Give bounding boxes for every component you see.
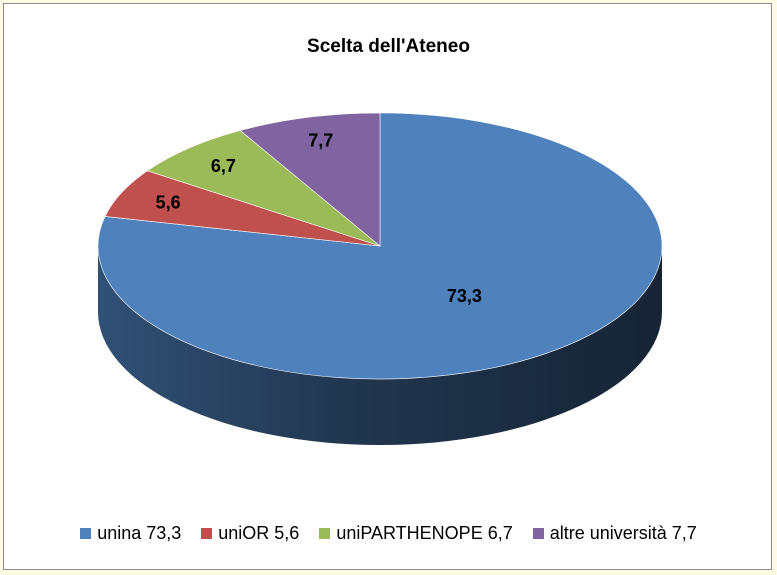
pie-slice-2 xyxy=(146,130,381,247)
data-label-1: 5,6 xyxy=(156,192,181,212)
legend-item-2: uniPARTHENOPE 6,7 xyxy=(319,523,513,544)
legend-label-0: unina 73,3 xyxy=(97,523,182,543)
legend-label-1: uniOR 5,6 xyxy=(218,523,300,543)
legend-label-3: altre università 7,7 xyxy=(549,523,697,543)
legend-item-1: uniOR 5,6 xyxy=(201,523,299,544)
data-label-2: 6,7 xyxy=(211,156,236,176)
legend-item-0: unina 73,3 xyxy=(80,523,181,544)
legend-swatch-0 xyxy=(80,528,92,539)
legend-swatch-3 xyxy=(532,528,544,539)
data-label-3: 7,7 xyxy=(308,131,333,151)
legend-swatch-1 xyxy=(201,528,213,539)
data-label-0: 73,3 xyxy=(447,286,482,306)
pie-side-0 xyxy=(98,246,662,445)
chart-title: Scelta dell'Ateneo xyxy=(307,36,470,57)
pie-slice-3 xyxy=(239,112,381,247)
legend-swatch-2 xyxy=(319,528,331,539)
legend-item-3: altre università 7,7 xyxy=(532,523,697,544)
legend-label-2: uniPARTHENOPE 6,7 xyxy=(336,523,513,543)
legend: unina 73,3 uniOR 5,6 uniPARTHENOPE 6,7 altr… xyxy=(0,523,777,544)
